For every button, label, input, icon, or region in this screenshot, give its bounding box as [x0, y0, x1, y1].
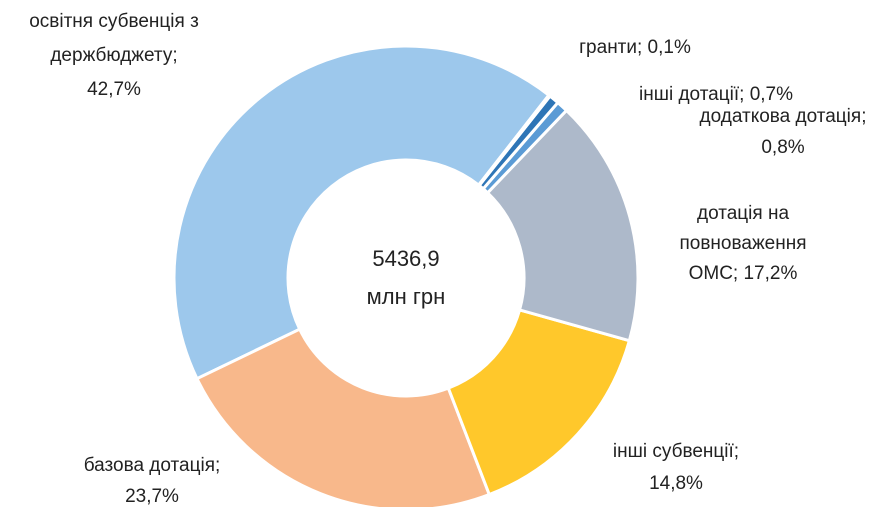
- donut-slice: [194, 327, 492, 507]
- donut-slice: [485, 108, 640, 343]
- data-label: інші субвенції;: [613, 441, 739, 462]
- data-label: освітня субвенція з: [29, 11, 199, 32]
- data-label: інші дотації; 0,7%: [639, 84, 793, 105]
- data-label: держбюджету;: [50, 45, 177, 66]
- data-label: 23,7%: [125, 486, 179, 507]
- center-unit: млн грн: [367, 284, 446, 309]
- center-value: 5436,9: [372, 246, 439, 271]
- donut-slice: [172, 44, 551, 381]
- data-label: додаткова дотація;: [700, 106, 867, 127]
- data-label: 14,8%: [649, 473, 703, 494]
- data-label: 0,8%: [761, 137, 804, 158]
- donut-slice: [476, 93, 553, 188]
- data-label: гранти; 0,1%: [579, 37, 691, 58]
- data-label: базова дотація;: [84, 455, 221, 476]
- data-label: повноваження: [679, 233, 806, 254]
- donut-slice: [446, 308, 632, 497]
- data-label: 42,7%: [87, 79, 141, 100]
- data-label: дотація на: [697, 203, 789, 224]
- data-label: ОМС; 17,2%: [689, 263, 798, 284]
